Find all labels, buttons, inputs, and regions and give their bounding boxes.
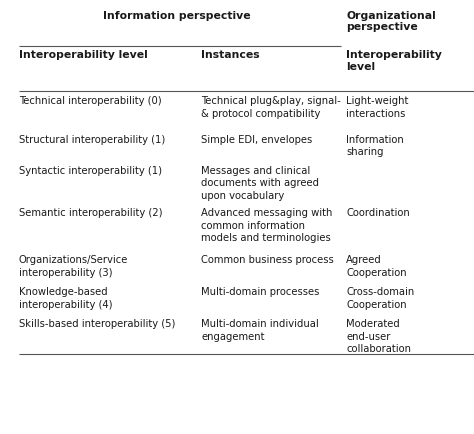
Text: Agreed
Cooperation: Agreed Cooperation (346, 255, 407, 278)
Text: Structural interoperability (1): Structural interoperability (1) (19, 135, 165, 145)
Text: Common business process: Common business process (201, 255, 334, 265)
Text: Messages and clinical
documents with agreed
upon vocabulary: Messages and clinical documents with agr… (201, 166, 319, 201)
Text: Syntactic interoperability (1): Syntactic interoperability (1) (19, 166, 162, 176)
Text: Cross-domain
Cooperation: Cross-domain Cooperation (346, 287, 414, 310)
Text: Advanced messaging with
common information
models and terminologies: Advanced messaging with common informati… (201, 208, 333, 243)
Text: Information perspective: Information perspective (103, 11, 250, 21)
Text: Technical interoperability (0): Technical interoperability (0) (19, 96, 162, 106)
Text: Coordination: Coordination (346, 208, 410, 218)
Text: Multi-domain individual
engagement: Multi-domain individual engagement (201, 319, 319, 342)
Text: Simple EDI, envelopes: Simple EDI, envelopes (201, 135, 313, 145)
Text: Information
sharing: Information sharing (346, 135, 404, 157)
Text: Semantic interoperability (2): Semantic interoperability (2) (19, 208, 163, 218)
Text: Interoperability
level: Interoperability level (346, 50, 442, 72)
Text: Light-weight
interactions: Light-weight interactions (346, 96, 409, 119)
Text: Technical plug&play, signal-
& protocol compatibility: Technical plug&play, signal- & protocol … (201, 96, 341, 119)
Text: Multi-domain processes: Multi-domain processes (201, 287, 320, 297)
Text: Instances: Instances (201, 50, 260, 60)
Text: Organizational
perspective: Organizational perspective (346, 11, 436, 33)
Text: Interoperability level: Interoperability level (19, 50, 148, 60)
Text: Organizations/Service
interoperability (3): Organizations/Service interoperability (… (19, 255, 128, 278)
Text: Knowledge-based
interoperability (4): Knowledge-based interoperability (4) (19, 287, 112, 310)
Text: Moderated
end-user
collaboration: Moderated end-user collaboration (346, 319, 411, 354)
Text: Skills-based interoperability (5): Skills-based interoperability (5) (19, 319, 175, 329)
